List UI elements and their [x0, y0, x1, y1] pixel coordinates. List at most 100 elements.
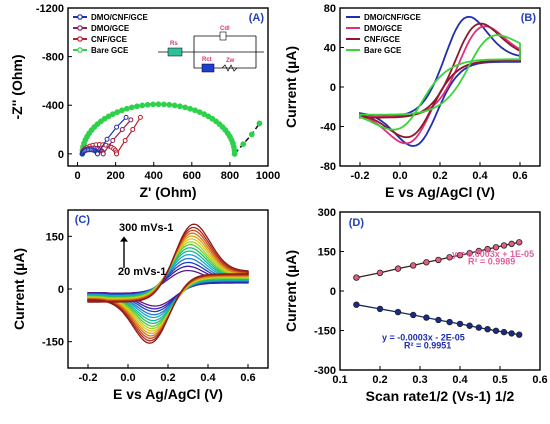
- data-point-anodic: [394, 265, 402, 272]
- x-tick-label: 0.6: [240, 372, 255, 384]
- annotation-300: 300 mVs-1: [119, 222, 173, 234]
- x-axis-title: Scan rate1/2 (Vs-1) 1/2: [366, 388, 515, 404]
- x-tick-label: 0.1: [332, 374, 347, 386]
- y-tick-label: -800: [42, 52, 64, 64]
- data-point-cathodic: [516, 331, 523, 338]
- y-axis-title: Current (µA): [283, 46, 299, 128]
- data-point: [110, 137, 116, 143]
- x-tick-label: 0.6: [512, 170, 527, 182]
- data-point-cathodic: [394, 308, 402, 316]
- legend-marker: [77, 25, 83, 31]
- panel-c: -0.2 0.0 0.2 0.4 0.6 -150 0 150 E vs Ag/AgCl (V)…: [11, 209, 269, 402]
- data-point: [150, 101, 156, 108]
- y-tick-label: 0: [330, 82, 336, 94]
- data-point-anodic: [516, 239, 523, 246]
- data-point: [177, 103, 183, 110]
- data-point: [137, 114, 143, 120]
- data-point: [123, 114, 129, 120]
- panel-label: (B): [521, 12, 537, 24]
- legend-entry: DMO/GCE: [364, 24, 403, 33]
- cv-curve-280: [87, 226, 249, 342]
- legend-entry: Bare GCE: [364, 46, 402, 55]
- legend-entry: CNF/GCE: [364, 35, 401, 44]
- y-tick-label: -80: [320, 161, 336, 173]
- data-point: [128, 117, 134, 123]
- panel-label: (A): [249, 12, 265, 24]
- data-point: [248, 131, 255, 138]
- legend-marker: [77, 14, 83, 20]
- circuit-label: Rs: [170, 41, 178, 47]
- y-tick-label: -300: [314, 365, 336, 377]
- legend-entry: DMO/CNF/GCE: [91, 13, 149, 22]
- r2-anodic: R² = 0.9989: [468, 257, 515, 267]
- data-point: [166, 101, 173, 108]
- x-tick-label: -0.2: [79, 372, 98, 384]
- circuit-label: Zw: [226, 58, 235, 64]
- data-point: [123, 105, 130, 112]
- data-point-anodic: [475, 247, 482, 255]
- y-axis-title: -Z'' (Ohm): [9, 55, 25, 120]
- data-point: [95, 151, 101, 157]
- data-point: [192, 107, 198, 114]
- data-point-anodic: [466, 249, 473, 257]
- data-point-cathodic: [508, 330, 515, 337]
- data-point: [130, 127, 136, 133]
- legend-entry: CNF/GCE: [91, 35, 128, 44]
- x-tick-label: 0.0: [120, 372, 135, 384]
- cv-curve-180: [87, 241, 249, 330]
- data-point-cathodic: [446, 318, 453, 326]
- data-point-anodic: [353, 274, 360, 281]
- annotation-20: 20 mVs-1: [118, 266, 166, 278]
- resistor-rs: [167, 47, 183, 57]
- panel-b: -0.2 0.0 0.2 0.4 0.6 -80 -40 0 40 80 E vs Ag/AgCl …: [283, 3, 541, 200]
- panel-a: 0 200 400 600 800 1000 0 -400 -800 -1200 Z' (Ohm) -…: [9, 3, 280, 200]
- data-point-cathodic: [376, 305, 384, 313]
- data-point: [122, 137, 128, 143]
- data-point-cathodic: [410, 311, 417, 319]
- data-point: [155, 101, 162, 108]
- x-tick-label: -0.2: [351, 170, 370, 182]
- x-tick-label: 0.4: [472, 170, 488, 182]
- series-line-Bare GCE: [359, 34, 521, 131]
- x-tick-label: 200: [106, 170, 124, 182]
- data-point: [240, 141, 247, 148]
- data-point: [171, 102, 178, 109]
- legend-entry: DMO/GCE: [91, 24, 130, 33]
- x-tick-label: 0.0: [392, 170, 407, 182]
- y-tick-label: 0: [58, 149, 64, 161]
- y-tick-label: 0: [330, 286, 336, 298]
- cv-curve-240: [87, 232, 249, 337]
- data-point-anodic: [435, 256, 442, 264]
- x-tick-label: 0.4: [200, 372, 216, 384]
- data-point: [119, 107, 125, 114]
- data-point-anodic: [508, 240, 515, 248]
- data-point-cathodic: [435, 316, 442, 324]
- warburg-element: [221, 64, 238, 72]
- y-tick-label: -150: [314, 326, 336, 338]
- y-tick-label: -1200: [36, 3, 64, 15]
- y-tick-label: -150: [42, 337, 64, 349]
- circuit-label: Rct: [202, 57, 212, 63]
- data-point: [161, 101, 167, 108]
- panel-d: 0.1 0.2 0.3 0.4 0.5 0.6 -300 -150 0 150 300 Scan ra…: [283, 207, 548, 404]
- data-point: [104, 136, 110, 142]
- y-tick-label: 80: [324, 3, 336, 15]
- x-tick-label: 0.2: [372, 374, 387, 386]
- y-tick-label: 300: [318, 207, 336, 219]
- data-point: [231, 150, 238, 157]
- data-point-cathodic: [456, 320, 464, 328]
- legend-entry: DMO/CNF/GCE: [364, 13, 422, 22]
- cv-curve-300: [87, 223, 249, 344]
- equation-cathodic: y = -0.0003x - 2E-05: [382, 333, 465, 343]
- x-tick-label: 400: [145, 170, 163, 182]
- data-point-cathodic: [492, 327, 500, 334]
- y-tick-label: 150: [46, 231, 64, 243]
- x-tick-label: 0.4: [452, 374, 468, 386]
- circuit-label: Cdl: [220, 26, 230, 32]
- y-axis-title: Current (µA): [11, 248, 27, 330]
- data-point: [182, 104, 189, 111]
- y-tick-label: -40: [320, 122, 336, 134]
- data-point-cathodic: [466, 322, 473, 329]
- data-point: [128, 104, 135, 111]
